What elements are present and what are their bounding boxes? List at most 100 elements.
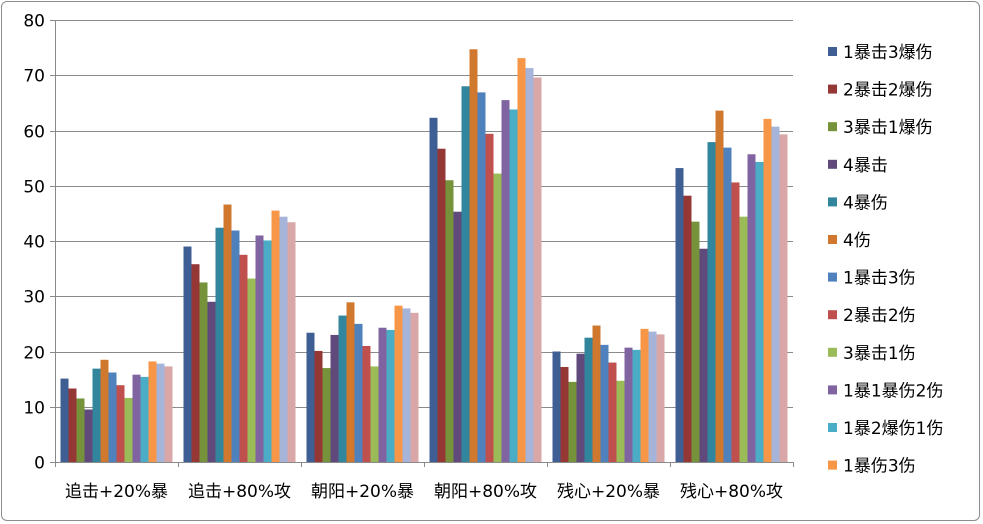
bar bbox=[624, 347, 633, 462]
bar bbox=[330, 334, 339, 462]
bar bbox=[156, 363, 165, 462]
bar bbox=[362, 345, 371, 462]
bar bbox=[410, 312, 419, 462]
legend-label: 4伤 bbox=[843, 231, 871, 251]
bar bbox=[429, 117, 438, 462]
bar bbox=[164, 366, 173, 462]
legend-swatch bbox=[828, 310, 837, 320]
legend-label: 1暴击3爆伤 bbox=[843, 43, 933, 63]
bar bbox=[600, 344, 609, 462]
bar bbox=[723, 147, 732, 462]
bar bbox=[656, 334, 665, 462]
bar bbox=[279, 216, 288, 462]
bar bbox=[92, 368, 101, 462]
bar bbox=[683, 195, 692, 462]
bar bbox=[771, 126, 780, 462]
x-tick-label: 残心+80%攻 bbox=[680, 482, 783, 502]
legend-label: 4暴伤 bbox=[843, 193, 888, 213]
legend-label: 3暴击1伤 bbox=[843, 344, 916, 364]
bar bbox=[191, 264, 200, 462]
bar bbox=[584, 337, 593, 462]
legend-swatch bbox=[828, 460, 837, 470]
legend-swatch bbox=[828, 197, 837, 207]
legend-swatch bbox=[828, 385, 837, 395]
bar bbox=[707, 142, 716, 462]
y-tick-label: 10 bbox=[23, 399, 45, 419]
bar bbox=[640, 328, 649, 462]
bar bbox=[533, 77, 542, 463]
bar bbox=[287, 222, 296, 462]
bar bbox=[739, 216, 748, 462]
x-tick-label: 追击+20%暴 bbox=[65, 482, 168, 502]
bar bbox=[445, 180, 454, 463]
legend-label: 3暴击1爆伤 bbox=[843, 118, 933, 138]
bar bbox=[552, 351, 561, 462]
x-tick-label: 朝阳+20%暴 bbox=[311, 482, 414, 502]
bar bbox=[263, 240, 272, 462]
bar bbox=[477, 92, 486, 462]
legend-swatch bbox=[828, 47, 837, 56]
bar bbox=[84, 409, 93, 462]
bar bbox=[469, 49, 478, 462]
bars bbox=[60, 49, 788, 463]
bar bbox=[124, 397, 133, 462]
x-tick-label: 朝阳+80%攻 bbox=[434, 482, 537, 502]
bar bbox=[437, 148, 446, 463]
legend-swatch bbox=[828, 272, 837, 282]
bar bbox=[402, 308, 411, 462]
y-axis: 0 10 20 30 40 50 60 70 80 bbox=[23, 12, 56, 474]
bar bbox=[608, 362, 617, 462]
bar bbox=[247, 278, 256, 462]
bar bbox=[68, 388, 77, 462]
bar bbox=[215, 227, 224, 462]
bar bbox=[394, 305, 403, 462]
bar bbox=[76, 398, 85, 462]
y-tick-label: 70 bbox=[23, 67, 45, 87]
bar bbox=[132, 374, 141, 462]
bar bbox=[183, 246, 192, 462]
bar bbox=[386, 329, 395, 462]
bar bbox=[509, 109, 518, 462]
bar bbox=[322, 368, 331, 462]
bar bbox=[779, 134, 788, 462]
bar bbox=[453, 211, 462, 462]
bar bbox=[378, 327, 387, 462]
legend-swatch bbox=[828, 423, 837, 432]
legend-swatch bbox=[828, 122, 837, 132]
bar bbox=[271, 210, 280, 462]
legend-label: 1暴2爆伤1伤 bbox=[843, 419, 943, 439]
y-tick-label: 30 bbox=[23, 288, 45, 308]
bar bbox=[715, 110, 724, 463]
bar bbox=[568, 381, 577, 462]
legend: 1暴击3爆伤 2暴击2爆伤 3暴击1爆伤 4暴击 4暴伤 4伤 1暴击3伤 2暴击2伤 3暴击1… bbox=[828, 43, 943, 477]
bar bbox=[338, 315, 347, 462]
legend-swatch bbox=[828, 84, 837, 94]
bar bbox=[199, 282, 208, 462]
legend-label: 2暴击2伤 bbox=[843, 306, 916, 326]
bar bbox=[354, 323, 363, 463]
bar bbox=[100, 359, 109, 462]
legend-label: 4暴击 bbox=[843, 156, 888, 176]
gridlines bbox=[55, 20, 793, 408]
y-tick-label: 80 bbox=[23, 12, 45, 32]
bar bbox=[576, 353, 585, 462]
y-tick-label: 40 bbox=[23, 233, 45, 253]
y-tick-label: 50 bbox=[23, 178, 45, 198]
y-tick-label: 0 bbox=[34, 454, 45, 474]
bar bbox=[314, 350, 323, 462]
bar bbox=[763, 118, 772, 463]
bar bbox=[648, 331, 657, 462]
bar bbox=[699, 248, 708, 462]
bar bbox=[632, 349, 641, 462]
legend-label: 1暴击3伤 bbox=[843, 269, 916, 289]
bar bbox=[207, 301, 216, 462]
bar bbox=[755, 161, 764, 463]
bar bbox=[346, 302, 355, 462]
bar bbox=[223, 204, 232, 462]
bar bbox=[306, 332, 315, 462]
y-tick-label: 20 bbox=[23, 344, 45, 364]
x-tick-label: 追击+80%攻 bbox=[188, 482, 291, 502]
legend-label: 1暴1暴伤2伤 bbox=[843, 381, 943, 401]
bar bbox=[255, 235, 264, 462]
